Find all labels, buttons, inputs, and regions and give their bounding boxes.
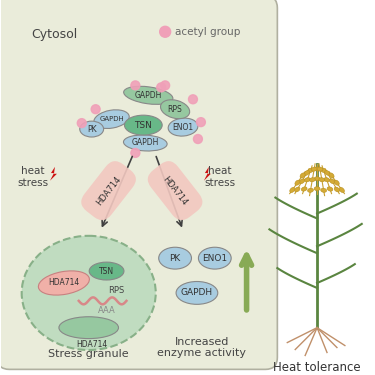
Polygon shape — [204, 167, 211, 181]
Ellipse shape — [176, 282, 218, 304]
Ellipse shape — [94, 110, 129, 129]
Circle shape — [196, 118, 206, 127]
Ellipse shape — [89, 262, 124, 280]
Circle shape — [160, 26, 171, 37]
Ellipse shape — [321, 188, 327, 192]
Ellipse shape — [59, 317, 118, 339]
Circle shape — [157, 83, 166, 92]
Text: RPS: RPS — [108, 286, 124, 296]
Text: HDA714: HDA714 — [94, 174, 123, 207]
Ellipse shape — [304, 171, 309, 175]
Ellipse shape — [38, 271, 89, 295]
Ellipse shape — [309, 178, 315, 182]
Ellipse shape — [319, 178, 325, 182]
Text: heat
stress: heat stress — [204, 166, 236, 188]
Circle shape — [189, 95, 197, 104]
FancyBboxPatch shape — [0, 0, 278, 369]
Ellipse shape — [324, 178, 330, 182]
Ellipse shape — [160, 100, 190, 118]
Circle shape — [77, 118, 86, 128]
Text: GAPDH: GAPDH — [99, 116, 124, 122]
Text: GAPDH: GAPDH — [181, 288, 213, 297]
Text: PK: PK — [170, 254, 181, 262]
Ellipse shape — [314, 187, 320, 190]
Ellipse shape — [308, 188, 314, 192]
Ellipse shape — [330, 179, 335, 184]
Ellipse shape — [124, 115, 162, 135]
Ellipse shape — [314, 177, 320, 181]
Ellipse shape — [300, 173, 305, 178]
Circle shape — [131, 81, 140, 90]
Ellipse shape — [317, 167, 323, 171]
Text: HDA714: HDA714 — [161, 174, 189, 207]
Text: Cytosol: Cytosol — [31, 28, 77, 41]
Ellipse shape — [168, 118, 198, 136]
Circle shape — [91, 105, 100, 114]
Ellipse shape — [22, 236, 156, 350]
Ellipse shape — [159, 247, 192, 269]
Text: Heat tolerance: Heat tolerance — [273, 361, 361, 374]
Ellipse shape — [329, 173, 334, 178]
Text: TSN: TSN — [134, 121, 152, 130]
Ellipse shape — [295, 187, 300, 192]
Text: PK: PK — [87, 124, 96, 134]
Circle shape — [194, 135, 202, 144]
Ellipse shape — [334, 187, 340, 192]
Circle shape — [161, 81, 170, 90]
Ellipse shape — [327, 187, 333, 191]
Text: AAA: AAA — [98, 306, 116, 315]
Text: Stress granule: Stress granule — [48, 350, 129, 360]
Text: RPS: RPS — [168, 105, 183, 114]
Ellipse shape — [198, 247, 231, 269]
Ellipse shape — [124, 86, 173, 104]
Ellipse shape — [334, 180, 339, 185]
Text: acetyl group: acetyl group — [175, 27, 240, 37]
Text: GAPDH: GAPDH — [135, 91, 162, 100]
Ellipse shape — [301, 187, 307, 191]
Ellipse shape — [308, 168, 314, 172]
Text: ENO1: ENO1 — [172, 123, 194, 132]
Ellipse shape — [314, 167, 320, 171]
Circle shape — [131, 148, 140, 158]
Ellipse shape — [295, 180, 300, 185]
Ellipse shape — [80, 121, 104, 137]
Polygon shape — [50, 167, 57, 181]
Ellipse shape — [311, 167, 317, 171]
Text: TSN: TSN — [99, 267, 114, 276]
Text: ENO1: ENO1 — [202, 254, 227, 262]
Text: Increased
enzyme activity: Increased enzyme activity — [158, 337, 246, 358]
Text: HDA714: HDA714 — [76, 340, 107, 349]
Text: GAPDH: GAPDH — [132, 138, 159, 147]
Text: HDA714: HDA714 — [48, 279, 80, 288]
Ellipse shape — [325, 171, 330, 175]
Ellipse shape — [339, 188, 344, 192]
Ellipse shape — [290, 188, 295, 192]
Text: heat
stress: heat stress — [18, 166, 49, 188]
Ellipse shape — [304, 178, 310, 182]
Ellipse shape — [321, 168, 327, 172]
Ellipse shape — [123, 135, 167, 151]
Ellipse shape — [299, 179, 305, 184]
